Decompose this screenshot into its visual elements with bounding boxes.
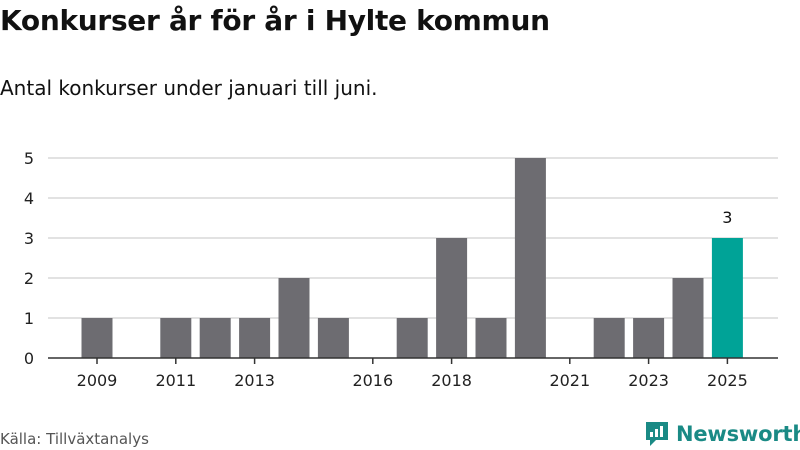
bar-chart: 0 1 2 3 4 5 3 2009 2011 2013 2016 2018 2021 2023 2025 — [24, 149, 778, 390]
source-note: Källa: Tillväxtanalys — [0, 430, 149, 448]
bar-2018 — [436, 238, 468, 358]
data-label-2025: 3 — [722, 208, 732, 227]
bar-2025 — [711, 238, 743, 358]
bar-2009 — [81, 318, 113, 358]
newsworthy-logo-icon — [646, 422, 668, 446]
bar-2019 — [475, 318, 507, 358]
bar-2020 — [514, 158, 546, 358]
bar-2015 — [317, 318, 349, 358]
y-tick-label: 1 — [24, 309, 34, 328]
x-tick-label: 2023 — [628, 371, 669, 390]
x-tick-label: 2016 — [352, 371, 393, 390]
bar-2011 — [160, 318, 192, 358]
x-tick-label: 2018 — [431, 371, 472, 390]
bar-2013 — [239, 318, 271, 358]
bar-2014 — [278, 278, 310, 358]
y-tick-label: 0 — [24, 349, 34, 368]
bar-2012 — [199, 318, 231, 358]
x-tick-label: 2025 — [707, 371, 748, 390]
y-tick-label: 5 — [24, 149, 34, 168]
newsworthy-logo-text: Newsworthy — [676, 422, 800, 446]
x-tick-label: 2013 — [234, 371, 275, 390]
x-tick-label: 2009 — [77, 371, 118, 390]
chart-title: Konkurser år för år i Hylte kommun — [0, 4, 550, 37]
bar-2023 — [633, 318, 665, 358]
x-tick-label: 2021 — [549, 371, 590, 390]
bar-2024 — [672, 278, 704, 358]
y-tick-label: 4 — [24, 189, 34, 208]
y-tick-label: 2 — [24, 269, 34, 288]
y-tick-label: 3 — [24, 229, 34, 248]
chart-subtitle: Antal konkurser under januari till juni. — [0, 76, 378, 100]
bar-2017 — [396, 318, 428, 358]
newsworthy-logo[interactable]: Newsworthy — [644, 420, 800, 448]
x-tick-label: 2011 — [155, 371, 196, 390]
bar-2022 — [593, 318, 625, 358]
